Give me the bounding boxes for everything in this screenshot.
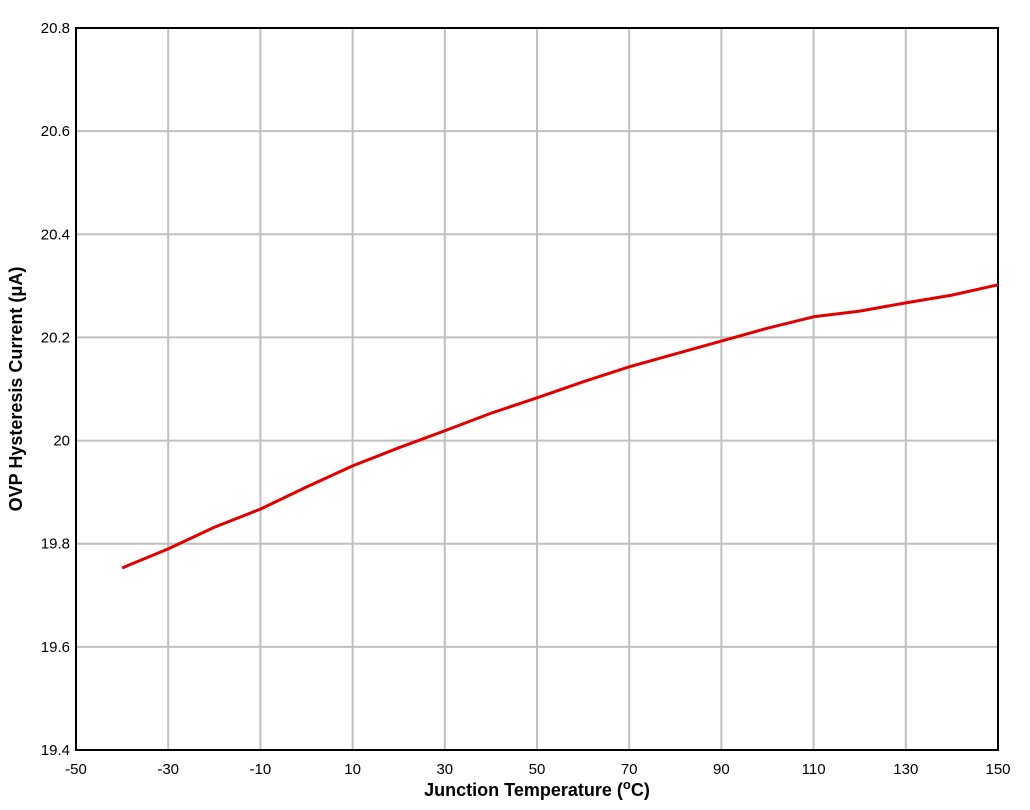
x-tick-label: 70 xyxy=(621,761,638,778)
y-tick-label: 19.8 xyxy=(41,536,70,553)
y-tick-label: 19.6 xyxy=(41,639,70,656)
plot-frame xyxy=(75,27,999,751)
x-tick-label: 30 xyxy=(436,761,453,778)
x-axis-title-text: Junction Temperature ( xyxy=(424,780,623,800)
y-axis-title: OVP Hysteresis Current (μA) xyxy=(6,267,26,512)
y-tick-label: 20.4 xyxy=(41,226,70,243)
x-tick-label: -50 xyxy=(65,761,87,778)
y-tick-label: 20.6 xyxy=(41,123,70,140)
x-tick-label: -10 xyxy=(250,761,272,778)
x-tick-label: 130 xyxy=(893,761,918,778)
x-axis-title-sup: o xyxy=(623,777,631,792)
y-tick-label: 19.4 xyxy=(41,742,70,759)
x-axis-title-end: C) xyxy=(631,780,650,800)
data-line xyxy=(121,283,999,570)
x-tick-label: 10 xyxy=(344,761,361,778)
x-tick-label: -30 xyxy=(157,761,179,778)
x-tick-label: 50 xyxy=(529,761,546,778)
y-tick-label: 20.8 xyxy=(41,20,70,37)
y-tick-label: 20 xyxy=(53,433,70,450)
x-axis-title: Junction Temperature (oC) xyxy=(424,777,650,800)
x-tick-label: 150 xyxy=(985,761,1010,778)
x-tick-label: 90 xyxy=(713,761,730,778)
x-tick-label: 110 xyxy=(802,761,826,778)
y-tick-label: 20.2 xyxy=(41,329,70,346)
